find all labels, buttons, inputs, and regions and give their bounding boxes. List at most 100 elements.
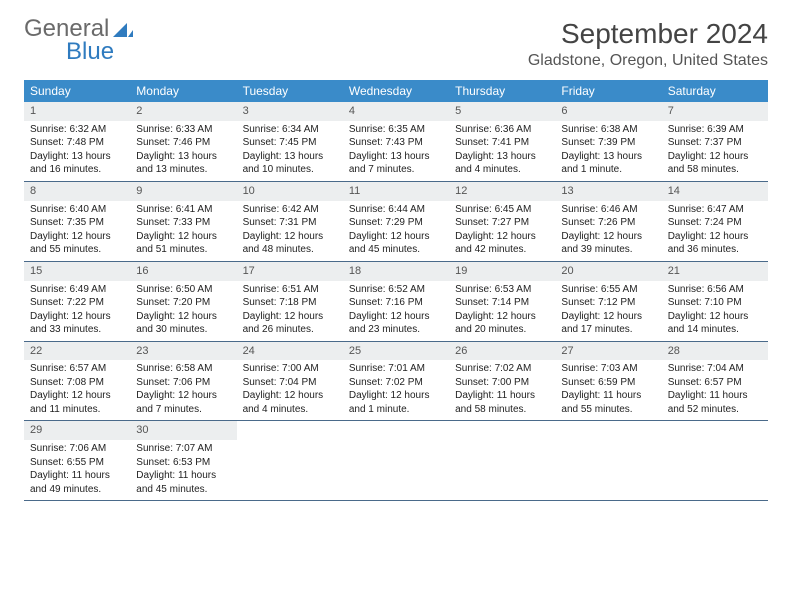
- sunrise-text: Sunrise: 7:07 AM: [136, 442, 230, 456]
- day-number: 28: [662, 342, 768, 361]
- daylight-text: Daylight: 12 hours and 1 minute.: [349, 389, 443, 416]
- daylight-text: Daylight: 12 hours and 36 minutes.: [668, 230, 762, 257]
- sunrise-text: Sunrise: 6:51 AM: [243, 283, 337, 297]
- day-cell: 9Sunrise: 6:41 AMSunset: 7:33 PMDaylight…: [130, 182, 236, 261]
- day-cell: 12Sunrise: 6:45 AMSunset: 7:27 PMDayligh…: [449, 182, 555, 261]
- day-body: Sunrise: 6:41 AMSunset: 7:33 PMDaylight:…: [130, 203, 236, 257]
- day-of-week-header: Friday: [555, 80, 661, 102]
- day-cell: [237, 421, 343, 500]
- sunset-text: Sunset: 7:02 PM: [349, 376, 443, 390]
- daylight-text: Daylight: 13 hours and 16 minutes.: [30, 150, 124, 177]
- day-body: Sunrise: 7:04 AMSunset: 6:57 PMDaylight:…: [662, 362, 768, 416]
- daylight-text: Daylight: 12 hours and 20 minutes.: [455, 310, 549, 337]
- day-cell: [662, 421, 768, 500]
- daylight-text: Daylight: 11 hours and 45 minutes.: [136, 469, 230, 496]
- day-number: 22: [24, 342, 130, 361]
- day-number: 29: [24, 421, 130, 440]
- sunset-text: Sunset: 7:48 PM: [30, 136, 124, 150]
- day-cell: 3Sunrise: 6:34 AMSunset: 7:45 PMDaylight…: [237, 102, 343, 181]
- day-cell: 15Sunrise: 6:49 AMSunset: 7:22 PMDayligh…: [24, 262, 130, 341]
- sunset-text: Sunset: 7:16 PM: [349, 296, 443, 310]
- logo-sail-icon: [113, 21, 133, 37]
- day-number: 26: [449, 342, 555, 361]
- sunset-text: Sunset: 7:46 PM: [136, 136, 230, 150]
- sunrise-text: Sunrise: 6:34 AM: [243, 123, 337, 137]
- daylight-text: Daylight: 13 hours and 10 minutes.: [243, 150, 337, 177]
- sunset-text: Sunset: 7:00 PM: [455, 376, 549, 390]
- sunset-text: Sunset: 7:43 PM: [349, 136, 443, 150]
- day-body: Sunrise: 7:00 AMSunset: 7:04 PMDaylight:…: [237, 362, 343, 416]
- day-body: Sunrise: 6:53 AMSunset: 7:14 PMDaylight:…: [449, 283, 555, 337]
- day-cell: 7Sunrise: 6:39 AMSunset: 7:37 PMDaylight…: [662, 102, 768, 181]
- sunrise-text: Sunrise: 6:53 AM: [455, 283, 549, 297]
- day-cell: 20Sunrise: 6:55 AMSunset: 7:12 PMDayligh…: [555, 262, 661, 341]
- daylight-text: Daylight: 13 hours and 1 minute.: [561, 150, 655, 177]
- daylight-text: Daylight: 12 hours and 45 minutes.: [349, 230, 443, 257]
- day-number: 20: [555, 262, 661, 281]
- daylight-text: Daylight: 12 hours and 7 minutes.: [136, 389, 230, 416]
- daylight-text: Daylight: 12 hours and 58 minutes.: [668, 150, 762, 177]
- day-number: 23: [130, 342, 236, 361]
- sunset-text: Sunset: 7:27 PM: [455, 216, 549, 230]
- day-body: Sunrise: 6:45 AMSunset: 7:27 PMDaylight:…: [449, 203, 555, 257]
- sunrise-text: Sunrise: 6:41 AM: [136, 203, 230, 217]
- daylight-text: Daylight: 12 hours and 26 minutes.: [243, 310, 337, 337]
- day-cell: 27Sunrise: 7:03 AMSunset: 6:59 PMDayligh…: [555, 342, 661, 421]
- day-number: 30: [130, 421, 236, 440]
- day-body: Sunrise: 7:01 AMSunset: 7:02 PMDaylight:…: [343, 362, 449, 416]
- day-of-week-header: Sunday: [24, 80, 130, 102]
- sunrise-text: Sunrise: 6:38 AM: [561, 123, 655, 137]
- daylight-text: Daylight: 12 hours and 39 minutes.: [561, 230, 655, 257]
- day-cell: 19 Sunrise: 6:53 AMSunset: 7:14 PMDayligh…: [449, 262, 555, 341]
- day-body: Sunrise: 6:52 AMSunset: 7:16 PMDaylight:…: [343, 283, 449, 337]
- day-of-week-header: Wednesday: [343, 80, 449, 102]
- day-cell: [555, 421, 661, 500]
- day-number: 5: [449, 102, 555, 121]
- sunrise-text: Sunrise: 6:39 AM: [668, 123, 762, 137]
- header: General Blue September 2024 Gladstone, O…: [24, 18, 768, 70]
- day-number: 8: [24, 182, 130, 201]
- sunset-text: Sunset: 7:35 PM: [30, 216, 124, 230]
- sunrise-text: Sunrise: 6:58 AM: [136, 362, 230, 376]
- week-row: 15Sunrise: 6:49 AMSunset: 7:22 PMDayligh…: [24, 262, 768, 342]
- day-number: 18: [343, 262, 449, 281]
- day-cell: 10Sunrise: 6:42 AMSunset: 7:31 PMDayligh…: [237, 182, 343, 261]
- sunset-text: Sunset: 7:39 PM: [561, 136, 655, 150]
- daylight-text: Daylight: 12 hours and 30 minutes.: [136, 310, 230, 337]
- daylight-text: Daylight: 13 hours and 13 minutes.: [136, 150, 230, 177]
- day-cell: 14Sunrise: 6:47 AMSunset: 7:24 PMDayligh…: [662, 182, 768, 261]
- day-number: 4: [343, 102, 449, 121]
- sunrise-text: Sunrise: 6:47 AM: [668, 203, 762, 217]
- calendar: SundayMondayTuesdayWednesdayThursdayFrid…: [24, 80, 768, 501]
- sunrise-text: Sunrise: 6:32 AM: [30, 123, 124, 137]
- sunrise-text: Sunrise: 6:42 AM: [243, 203, 337, 217]
- day-cell: 29Sunrise: 7:06 AMSunset: 6:55 PMDayligh…: [24, 421, 130, 500]
- day-number: 24: [237, 342, 343, 361]
- sunset-text: Sunset: 7:04 PM: [243, 376, 337, 390]
- day-body: Sunrise: 6:40 AMSunset: 7:35 PMDaylight:…: [24, 203, 130, 257]
- day-body: Sunrise: 6:33 AMSunset: 7:46 PMDaylight:…: [130, 123, 236, 177]
- day-cell: 24Sunrise: 7:00 AMSunset: 7:04 PMDayligh…: [237, 342, 343, 421]
- sunrise-text: Sunrise: 7:02 AM: [455, 362, 549, 376]
- sunrise-text: Sunrise: 7:03 AM: [561, 362, 655, 376]
- day-number: 21: [662, 262, 768, 281]
- daylight-text: Daylight: 11 hours and 52 minutes.: [668, 389, 762, 416]
- day-cell: 21Sunrise: 6:56 AMSunset: 7:10 PMDayligh…: [662, 262, 768, 341]
- daylight-text: Daylight: 12 hours and 33 minutes.: [30, 310, 124, 337]
- day-cell: 16Sunrise: 6:50 AMSunset: 7:20 PMDayligh…: [130, 262, 236, 341]
- day-body: Sunrise: 6:58 AMSunset: 7:06 PMDaylight:…: [130, 362, 236, 416]
- sunset-text: Sunset: 7:33 PM: [136, 216, 230, 230]
- day-cell: 30Sunrise: 7:07 AMSunset: 6:53 PMDayligh…: [130, 421, 236, 500]
- day-number: 19: [449, 262, 555, 281]
- day-cell: 8 Sunrise: 6:40 AMSunset: 7:35 PMDaylight…: [24, 182, 130, 261]
- sunrise-text: Sunrise: 6:33 AM: [136, 123, 230, 137]
- day-cell: [343, 421, 449, 500]
- day-of-week-row: SundayMondayTuesdayWednesdayThursdayFrid…: [24, 80, 768, 102]
- day-cell: 26Sunrise: 7:02 AMSunset: 7:00 PMDayligh…: [449, 342, 555, 421]
- day-cell: [449, 421, 555, 500]
- sunset-text: Sunset: 7:10 PM: [668, 296, 762, 310]
- day-body: Sunrise: 6:38 AMSunset: 7:39 PMDaylight:…: [555, 123, 661, 177]
- sunset-text: Sunset: 7:14 PM: [455, 296, 549, 310]
- day-number: 17: [237, 262, 343, 281]
- day-of-week-header: Saturday: [662, 80, 768, 102]
